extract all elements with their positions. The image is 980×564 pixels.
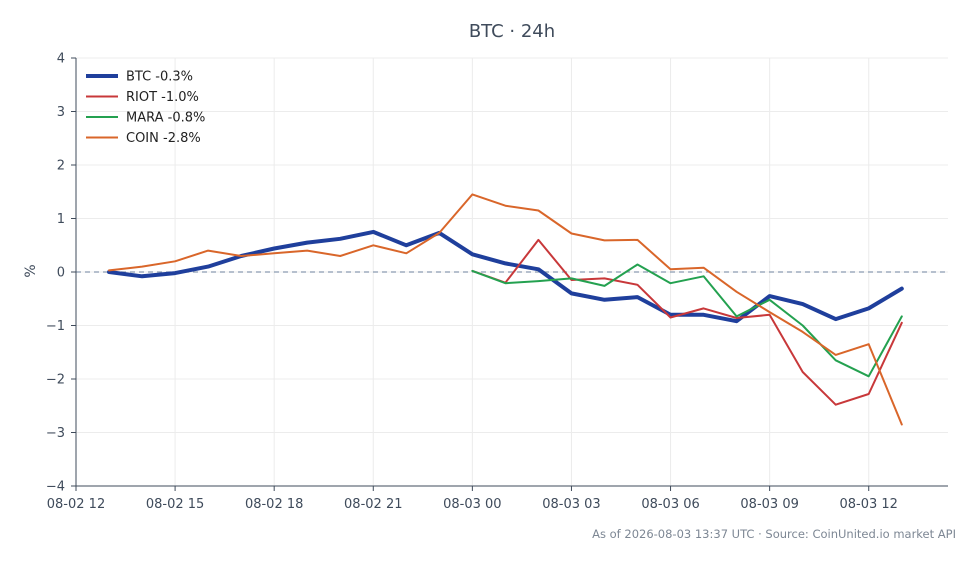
y-tick-label: 2 xyxy=(57,159,65,174)
y-tick-label: 0 xyxy=(57,266,65,281)
legend-label-0: BTC -0.3% xyxy=(126,70,193,85)
x-tick-label: 08-03 12 xyxy=(840,497,898,512)
footer-source: As of 2026-08-03 13:37 UTC · Source: Coi… xyxy=(592,527,956,541)
x-tick-label: 08-02 21 xyxy=(344,497,402,512)
x-tick-label: 08-03 09 xyxy=(740,497,798,512)
y-tick-label: 3 xyxy=(57,105,65,120)
legend-label-3: COIN -2.8% xyxy=(126,131,201,146)
y-tick-label: −4 xyxy=(46,480,65,495)
x-tick-label: 08-03 06 xyxy=(641,497,699,512)
x-tick-label: 08-02 18 xyxy=(245,497,303,512)
y-axis-label: % xyxy=(23,264,39,277)
y-tick-label: −2 xyxy=(46,373,65,388)
x-tick-label: 08-03 03 xyxy=(542,497,600,512)
y-tick-label: 4 xyxy=(57,52,65,67)
series-line-2 xyxy=(471,263,903,378)
x-tick-label: 08-03 00 xyxy=(443,497,501,512)
x-tick-label: 08-02 15 xyxy=(146,497,204,512)
x-tick-label: 08-02 12 xyxy=(47,497,105,512)
series-line-3 xyxy=(108,193,903,426)
y-tick-label: 1 xyxy=(57,212,65,227)
legend-label-1: RIOT -1.0% xyxy=(126,90,199,105)
series-lines xyxy=(107,193,904,426)
legend-label-2: MARA -0.8% xyxy=(126,111,205,126)
chart-title: BTC · 24h xyxy=(469,21,555,42)
series-line-0 xyxy=(107,229,904,324)
y-tick-label: −1 xyxy=(46,319,65,334)
y-tick-label: −3 xyxy=(46,426,65,441)
axes: 4 3 2 1 0 −1 −2 −3 −4 08-02 12 08-02 15 08-02 18 08-… xyxy=(46,52,948,512)
series-line-1 xyxy=(471,238,903,406)
legend: BTC -0.3% RIOT -1.0% MARA -0.8% COIN -2.8% xyxy=(86,70,205,146)
